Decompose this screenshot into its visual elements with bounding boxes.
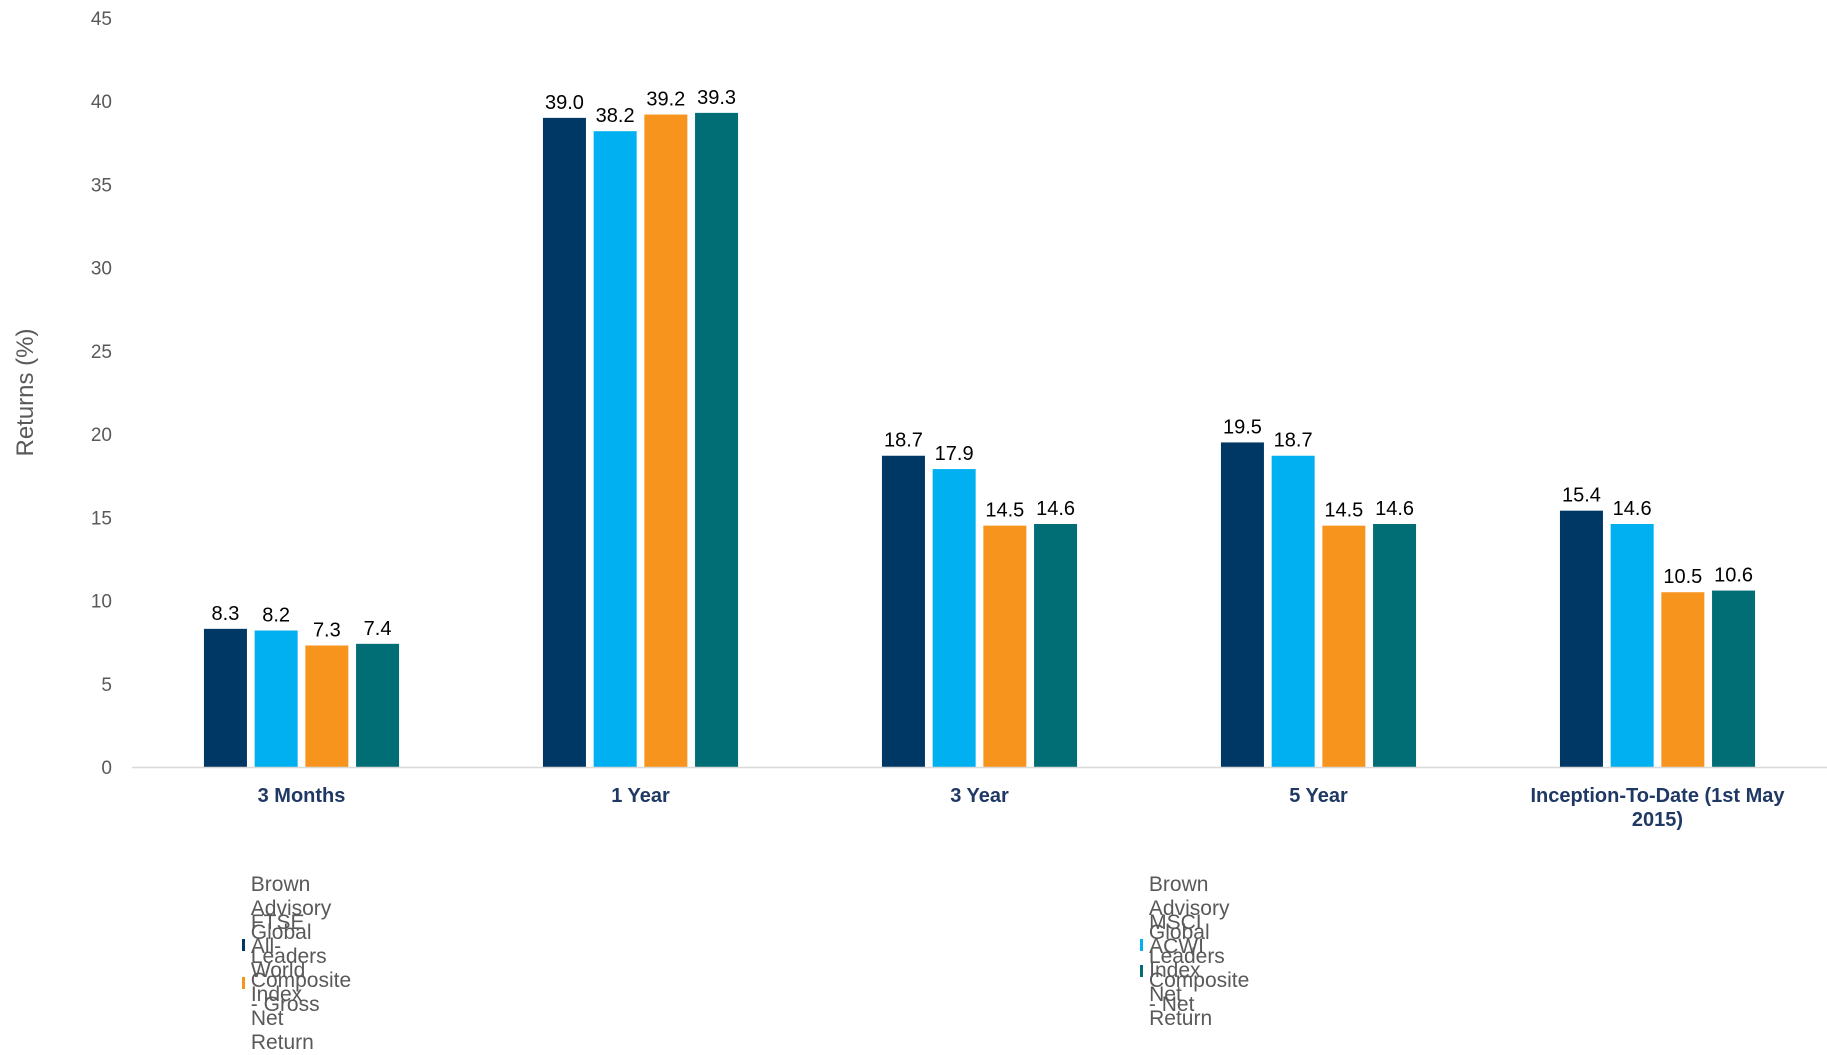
bar	[644, 114, 688, 767]
y-tick-label: 15	[91, 508, 112, 529]
bar	[1322, 525, 1366, 767]
bar	[983, 525, 1027, 767]
bar	[1220, 442, 1264, 767]
y-tick-label: 35	[91, 175, 112, 196]
data-label: 39.2	[646, 89, 685, 111]
y-axis: 0 5 10 15 20 25 30 35 40 45	[91, 9, 112, 779]
returns-bar-chart: 0 5 10 15 20 25 30 35 40 45 8.3 8.2 7.3 7.4 39.0 38.2 3…	[12, 9, 1827, 831]
y-tick-label: 10	[91, 592, 112, 613]
data-label: 15.4	[1562, 485, 1601, 507]
legend-swatch	[1140, 939, 1143, 951]
bar	[695, 112, 739, 767]
legend-label: FTSE All-World Index Net Return	[250, 911, 314, 1054]
legend-item: MSCI ACWI Index Net Return	[1140, 911, 1221, 1031]
x-tick-label: Inception-To-Date (1st May 2015)	[1530, 785, 1785, 831]
legend-swatch	[242, 939, 245, 951]
data-label: 14.5	[985, 500, 1024, 522]
bar	[1034, 523, 1078, 767]
legend-swatch	[1140, 965, 1144, 977]
bar	[542, 117, 586, 767]
data-label: 14.6	[1613, 498, 1652, 520]
data-label: 19.5	[1223, 416, 1262, 438]
bar	[305, 645, 349, 767]
data-label: 18.7	[1274, 430, 1313, 452]
data-label: 10.6	[1714, 565, 1753, 587]
bar	[356, 643, 400, 767]
bar	[1373, 523, 1417, 767]
y-tick-label: 25	[91, 342, 112, 363]
y-tick-label: 45	[91, 9, 112, 30]
bar	[593, 131, 637, 767]
bar	[203, 628, 247, 767]
y-tick-label: 20	[91, 425, 112, 446]
data-label: 8.3	[212, 603, 240, 625]
bar	[1271, 455, 1315, 767]
data-label: 18.7	[884, 430, 923, 452]
data-label: 39.3	[697, 87, 736, 109]
bar	[1712, 590, 1756, 767]
bar	[1610, 523, 1654, 767]
y-tick-label: 0	[101, 758, 112, 779]
x-tick-label: 1 Year	[611, 785, 670, 807]
data-labels: 8.3 8.2 7.3 7.4 39.0 38.2 39.2 39.3 18.7 17.9 14.5…	[212, 87, 1753, 642]
x-tick-label: 5 Year	[1289, 785, 1348, 807]
data-label: 7.3	[313, 619, 341, 641]
data-label: 14.5	[1324, 500, 1363, 522]
x-axis: 3 Months 1 Year 3 Year 5 Year Inception-To-D…	[132, 766, 1827, 831]
x-tick-label: 3 Months	[258, 785, 346, 807]
data-label: 39.0	[545, 92, 584, 114]
y-tick-label: 5	[101, 675, 112, 696]
legend-item: FTSE All-World Index Net Return	[242, 911, 323, 1055]
legend-swatch	[242, 977, 245, 989]
data-label: 10.5	[1663, 566, 1702, 588]
bar	[1559, 510, 1603, 767]
bar	[932, 469, 976, 767]
bar	[881, 455, 925, 767]
data-label: 14.6	[1375, 498, 1414, 520]
y-axis-label: Returns (%)	[12, 328, 39, 456]
bar	[254, 630, 298, 767]
data-label: 38.2	[596, 105, 635, 127]
data-label: 17.9	[935, 443, 974, 465]
x-tick-label: 3 Year	[950, 785, 1009, 807]
bars	[203, 112, 1756, 767]
bar	[1661, 592, 1705, 767]
data-label: 7.4	[364, 618, 392, 640]
y-tick-label: 30	[91, 259, 112, 280]
legend-label: MSCI ACWI Index Net Return	[1149, 911, 1213, 1030]
y-tick-label: 40	[91, 92, 112, 113]
data-label: 8.2	[262, 605, 290, 627]
data-label: 14.6	[1036, 498, 1075, 520]
